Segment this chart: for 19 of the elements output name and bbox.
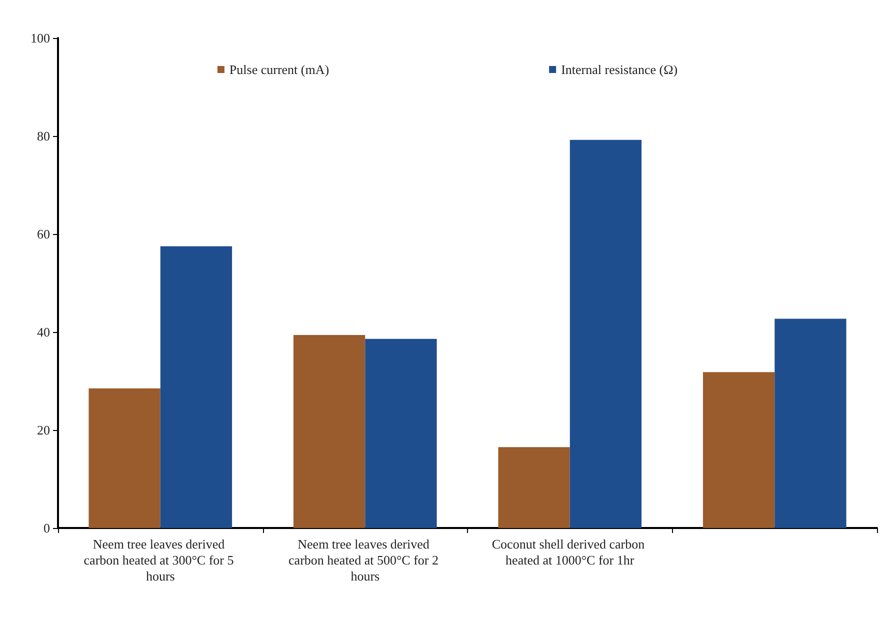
bar	[774, 318, 846, 528]
bar	[702, 372, 775, 528]
x-tick-label: Neem tree leaves derived carbon heated at 300°C for 5 hours	[84, 536, 237, 584]
bar	[498, 447, 570, 528]
y-tick-label: 80	[37, 128, 50, 144]
x-tick-label: Neem tree leaves derived carbon heated at 500°C for 2 hours	[288, 536, 442, 584]
legend-label: Internal resistance (Ω)	[561, 62, 678, 77]
bar	[160, 246, 232, 528]
bar	[570, 140, 642, 528]
bar	[293, 334, 366, 528]
y-tick-label: 20	[37, 422, 50, 438]
bar	[88, 388, 160, 528]
y-tick-label: 60	[37, 226, 50, 242]
bar	[365, 338, 437, 528]
y-tick-label: 100	[30, 30, 50, 46]
x-tick-label: Coconut shell derived carbon heated at 1000°C for 1hr	[492, 536, 648, 568]
legend-label: Pulse current (mA)	[229, 62, 330, 77]
y-tick-label: 40	[37, 324, 50, 340]
y-tick-label: 0	[44, 520, 50, 536]
